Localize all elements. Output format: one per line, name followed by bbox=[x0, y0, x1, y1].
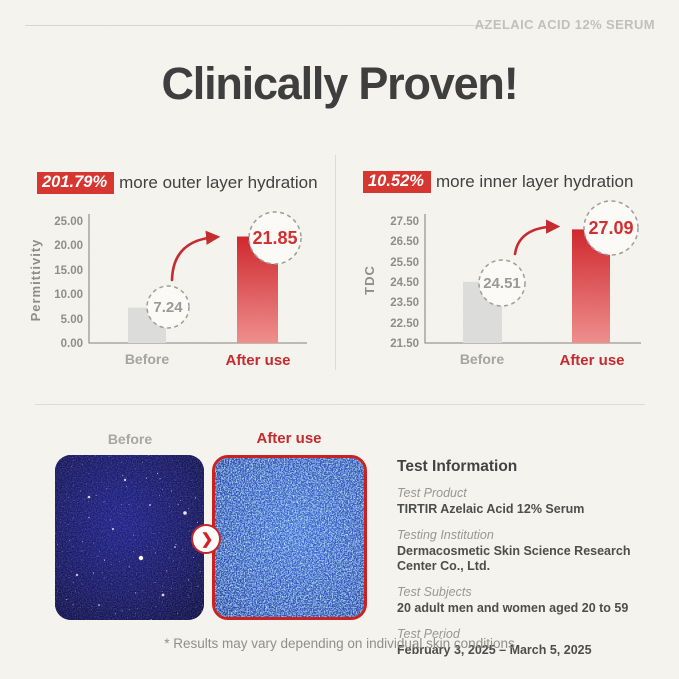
y-tick: 24.50 bbox=[390, 277, 419, 289]
y-axis-label: TDC bbox=[362, 265, 377, 295]
inner-hydration-bar-chart: 27.50 26.50 25.50 24.50 23.50 22.50 21.5… bbox=[362, 200, 641, 369]
test-info-heading: Test Information bbox=[397, 458, 518, 475]
increase-arrow bbox=[170, 230, 221, 282]
chevron-right-icon: ❯ bbox=[200, 530, 214, 548]
after-category-label: After use bbox=[559, 352, 624, 369]
y-tick: 23.50 bbox=[390, 297, 419, 309]
page-title: Clinically Proven! bbox=[161, 58, 518, 109]
y-tick: 21.50 bbox=[390, 338, 419, 350]
after-value: 21.85 bbox=[252, 228, 297, 248]
test-info-item: Testing Institution Dermacosmetic Skin S… bbox=[397, 528, 663, 575]
inner-hydration-headline: more inner layer hydration bbox=[435, 172, 634, 191]
before-value: 24.51 bbox=[483, 275, 521, 292]
y-tick: 10.00 bbox=[54, 289, 83, 301]
before-category-label: Before bbox=[460, 351, 505, 367]
before-skin-photo-image bbox=[55, 455, 204, 620]
outer-hydration-heading: 201.79% more outer layer hydration bbox=[37, 171, 318, 195]
inner-hydration-percent-badge: 10.52% bbox=[363, 171, 431, 193]
disclaimer-text: * Results may vary depending on individu… bbox=[164, 636, 515, 651]
y-tick: 0.00 bbox=[61, 338, 83, 350]
y-tick: 25.00 bbox=[54, 216, 83, 228]
y-tick: 27.50 bbox=[390, 216, 419, 228]
before-skin-photo bbox=[55, 455, 204, 620]
y-tick: 25.50 bbox=[390, 257, 419, 269]
before-category-label: Before bbox=[125, 351, 170, 367]
inner-hydration-heading: 10.52% more inner layer hydration bbox=[363, 170, 633, 194]
outer-hydration-headline: more outer layer hydration bbox=[119, 173, 318, 192]
outer-hydration-bar-chart: 25.00 20.00 15.00 10.00 5.00 0.00 Permit… bbox=[28, 211, 307, 369]
test-info-label: Test Subjects bbox=[397, 584, 472, 599]
test-info-item: Test Product TIRTIR Azelaic Acid 12% Ser… bbox=[397, 486, 663, 518]
increase-arrow bbox=[513, 219, 561, 256]
y-tick: 22.50 bbox=[390, 318, 419, 330]
charts-vertical-divider bbox=[335, 155, 336, 370]
y-tick: 20.00 bbox=[54, 240, 83, 252]
test-info-label: Test Product bbox=[397, 486, 467, 500]
outer-hydration-percent-badge: 201.79% bbox=[37, 172, 115, 194]
y-tick: 5.00 bbox=[61, 314, 83, 326]
section-divider-line bbox=[35, 404, 645, 405]
test-info-value: 20 adult men and women aged 20 to 59 bbox=[397, 600, 629, 615]
after-skin-photo-image bbox=[215, 458, 364, 617]
y-tick: 15.00 bbox=[54, 265, 83, 277]
test-info-item: Test Subjects 20 adult men and women age… bbox=[397, 585, 663, 617]
y-tick: 26.50 bbox=[390, 236, 419, 248]
y-axis-label: Permittivity bbox=[28, 239, 43, 322]
after-skin-photo bbox=[212, 455, 367, 620]
test-info-value: Dermacosmetic Skin Science Research Cent… bbox=[397, 543, 631, 574]
brand-label: AZELAIC ACID 12% SERUM bbox=[474, 17, 655, 32]
test-info-value: TIRTIR Azelaic Acid 12% Serum bbox=[397, 502, 585, 516]
before-value: 7.24 bbox=[153, 299, 183, 316]
before-to-after-arrow: ❯ bbox=[191, 524, 221, 554]
after-category-label: After use bbox=[225, 352, 290, 369]
before-photo-label: Before bbox=[107, 431, 153, 447]
header-divider-line bbox=[25, 25, 487, 26]
after-photo-label: After use bbox=[256, 430, 322, 447]
after-value: 27.09 bbox=[588, 218, 633, 238]
test-info-label: Testing Institution bbox=[397, 527, 494, 542]
